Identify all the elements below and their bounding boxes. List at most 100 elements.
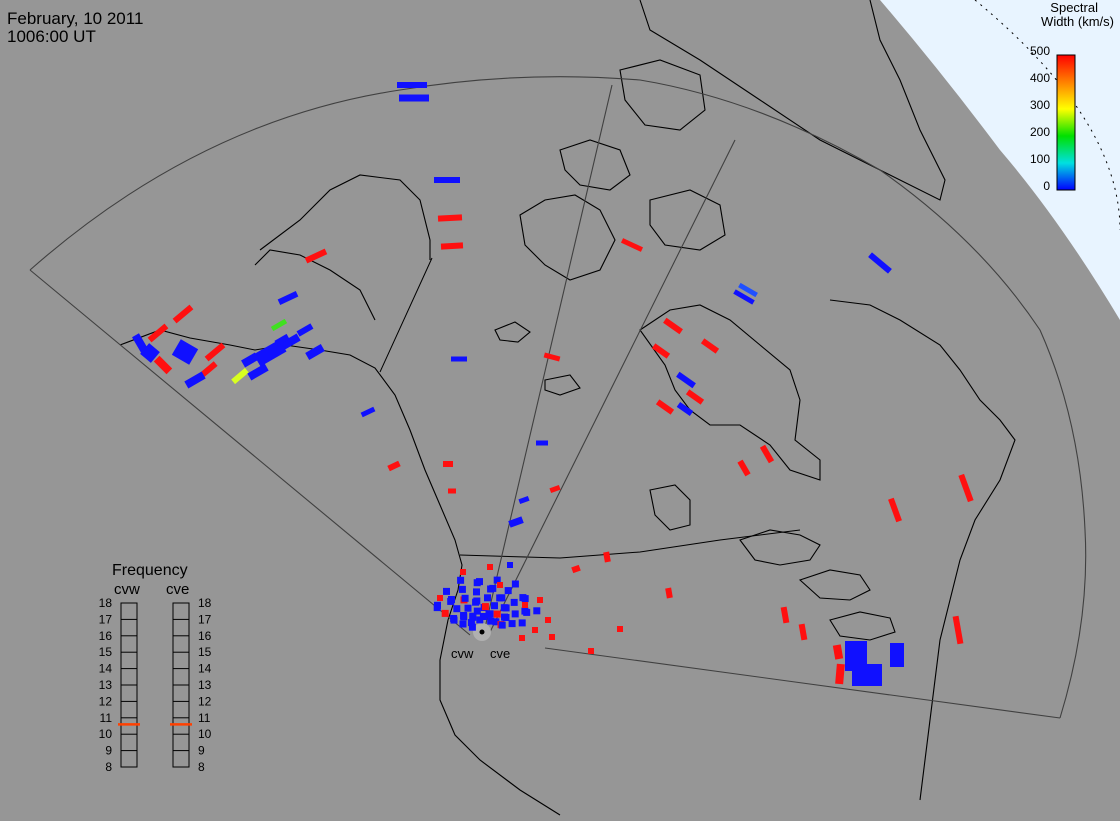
echo-cell [453, 605, 461, 613]
echo-cell [676, 371, 696, 389]
echo-cell [461, 594, 469, 602]
echo-cell [147, 323, 169, 343]
echo-cell [486, 610, 494, 618]
echo-cell [491, 602, 498, 610]
echo-cell [132, 333, 148, 353]
echo-cell [543, 352, 561, 362]
echo-cell [481, 603, 489, 611]
echo-cell [493, 576, 501, 584]
scatter-echoes [132, 82, 974, 686]
echo-cell [231, 367, 249, 385]
echo-cell [545, 617, 551, 623]
echo-cell [467, 619, 475, 627]
echo-cell [498, 621, 506, 629]
radar-site-dot [479, 629, 485, 635]
echo-cell [468, 623, 476, 631]
echo-cell [603, 551, 611, 563]
echo-cell [493, 610, 501, 618]
echo-cell [296, 323, 314, 337]
frequency-tick-label: 15 [99, 645, 113, 659]
echo-cell [532, 627, 538, 633]
echo-cell [487, 564, 493, 570]
echo-cell [434, 601, 441, 609]
echo-cell [473, 607, 481, 615]
echo-cell [737, 459, 751, 477]
echo-cell [487, 617, 495, 625]
frequency-tick-label: 15 [198, 645, 212, 659]
echo-cell [663, 317, 683, 335]
echo-cell [204, 342, 226, 362]
echo-cell [504, 587, 512, 595]
echo-cell [476, 616, 484, 624]
echo-cell [397, 82, 427, 88]
echo-cell [508, 620, 516, 628]
echo-cell [443, 461, 453, 467]
echo-cell [518, 495, 530, 505]
echo-cell [549, 484, 561, 494]
frequency-tick-label: 10 [99, 727, 113, 741]
frequency-tick-label: 13 [99, 678, 113, 692]
echo-cell [845, 641, 867, 671]
echo-cell [502, 614, 510, 621]
frequency-scale: 18 17 16 15 14 13 12 11 10 9 8 18 17 16 15 14 13 12 11 10 9 8 [99, 596, 212, 774]
echo-cell [665, 587, 673, 599]
echo-cell [171, 339, 199, 365]
echo-cell [518, 619, 526, 627]
frequency-tick-label: 9 [105, 744, 112, 758]
radar-sites: cvw cve [451, 623, 510, 661]
radar-label-cve: cve [490, 646, 510, 661]
echo-cell [484, 594, 491, 602]
echo-cell [738, 282, 758, 298]
echo-cell [502, 604, 510, 612]
echo-cell [651, 343, 671, 359]
echo-cell [832, 644, 844, 660]
echo-cell [437, 595, 443, 601]
echo-cell [274, 333, 290, 347]
echo-cell [536, 440, 548, 446]
frequency-panel: Frequency cvw cve 1817161514131211109818… [99, 562, 212, 774]
frequency-tick-label: 14 [99, 662, 113, 676]
echo-cell [241, 352, 259, 368]
frequency-cve-label: cve [166, 581, 189, 598]
echo-cell [464, 604, 472, 612]
echo-cell [521, 595, 529, 603]
colorbar-title-2: Width (km/s) [1041, 14, 1114, 29]
echo-cell [549, 634, 555, 640]
echo-cell [522, 602, 528, 608]
colorbar-tick: 0 [1043, 179, 1050, 193]
echo-cell [519, 635, 525, 641]
echo-cell [588, 648, 594, 654]
echo-cell [305, 344, 325, 360]
frequency-tick-label: 8 [105, 760, 112, 774]
echo-cell [457, 576, 465, 584]
frequency-tick-label: 9 [198, 744, 205, 758]
echo-cell [533, 607, 541, 615]
echo-cell [476, 578, 483, 586]
echo-cell [441, 609, 449, 617]
echo-cell [399, 94, 429, 102]
echo-cell [459, 620, 467, 628]
frequency-tick-label: 16 [99, 629, 113, 643]
echo-cell [253, 339, 287, 367]
echo-cell [387, 460, 401, 472]
frequency-tick-label: 12 [99, 694, 113, 708]
frequency-tick-label: 13 [198, 678, 212, 692]
echo-cell [492, 618, 500, 626]
echo-cell [450, 615, 458, 622]
frequency-tick-label: 17 [198, 612, 212, 626]
frequency-tick-label: 18 [198, 596, 212, 610]
echo-cell [184, 371, 206, 389]
echo-cell [460, 612, 468, 619]
echo-cell [733, 289, 755, 305]
echo-cell [443, 587, 450, 595]
echo-cell [247, 363, 269, 381]
colorbar-tick: 100 [1030, 152, 1050, 166]
frequency-title: Frequency [112, 562, 188, 579]
echo-cell [440, 242, 464, 250]
frequency-tick-label: 14 [198, 662, 212, 676]
echo-cell [434, 177, 460, 183]
colorbar-tick: 300 [1030, 98, 1050, 112]
echo-cell [685, 389, 705, 405]
